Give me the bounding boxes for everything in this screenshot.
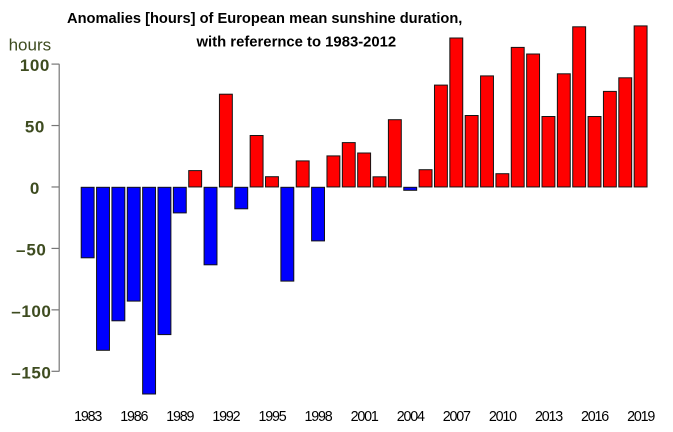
svg-text:150: 150 bbox=[21, 363, 51, 382]
svg-text:Anomalies [hours] of European: Anomalies [hours] of European mean sunsh… bbox=[67, 11, 462, 27]
svg-text:100: 100 bbox=[21, 302, 51, 321]
svg-text:2016: 2016 bbox=[581, 409, 609, 425]
svg-text:–: – bbox=[16, 240, 25, 259]
svg-text:2007: 2007 bbox=[443, 409, 471, 425]
svg-text:2010: 2010 bbox=[489, 409, 517, 425]
svg-text:1986: 1986 bbox=[120, 409, 148, 425]
svg-text:hours: hours bbox=[9, 36, 52, 55]
svg-text:1995: 1995 bbox=[258, 409, 286, 425]
svg-text:1992: 1992 bbox=[212, 409, 240, 425]
svg-text:100: 100 bbox=[20, 56, 50, 75]
svg-text:50: 50 bbox=[25, 118, 45, 137]
svg-text:1998: 1998 bbox=[305, 409, 333, 425]
svg-text:–: – bbox=[11, 302, 20, 321]
svg-text:1989: 1989 bbox=[166, 409, 194, 425]
svg-text:2019: 2019 bbox=[627, 409, 655, 425]
svg-text:–: – bbox=[11, 363, 20, 382]
svg-text:2004: 2004 bbox=[397, 409, 425, 425]
svg-text:50: 50 bbox=[26, 240, 46, 259]
svg-text:2013: 2013 bbox=[535, 409, 563, 425]
svg-text:2001: 2001 bbox=[351, 409, 379, 425]
svg-text:0: 0 bbox=[30, 179, 40, 198]
svg-text:with referernce to 1983-2012: with referernce to 1983-2012 bbox=[196, 35, 397, 51]
svg-text:1983: 1983 bbox=[74, 409, 102, 425]
